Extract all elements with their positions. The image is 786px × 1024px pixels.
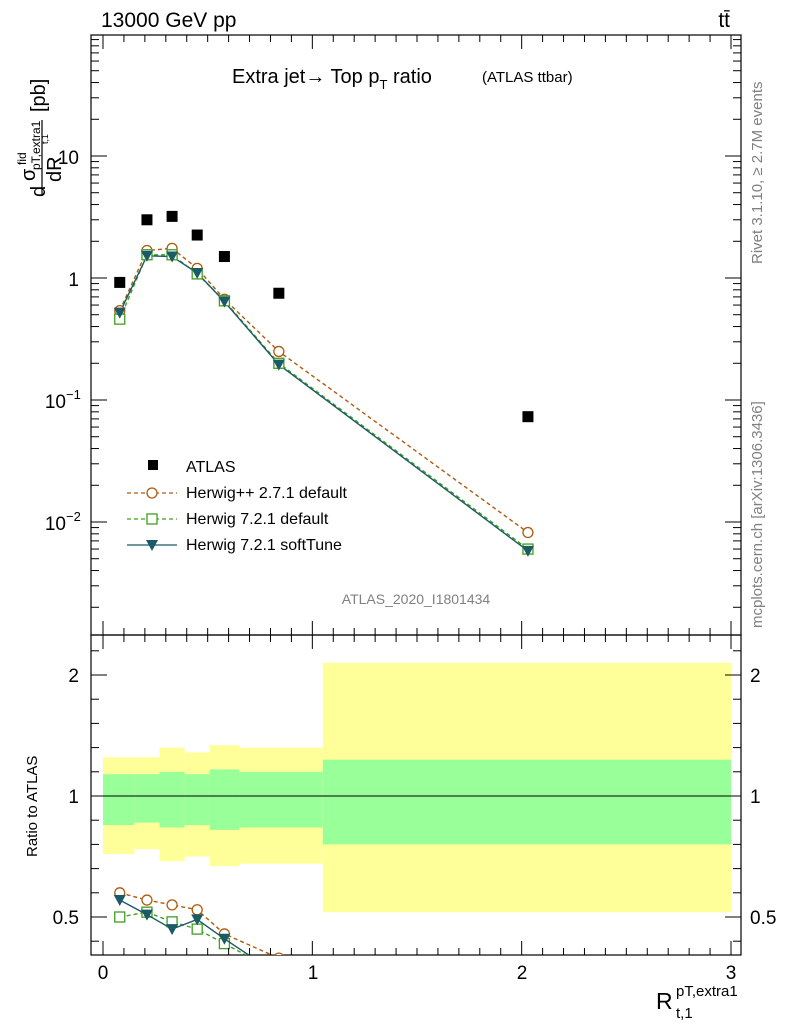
ytick-label-0p01-exp: −2 [66, 509, 81, 524]
ratio-point-2 [273, 970, 285, 981]
xlabel: R [656, 988, 673, 1014]
analysis-id: ATLAS_2020_I1801434 [342, 591, 491, 607]
band-inner-bin [134, 774, 160, 823]
title-top: Top p [325, 66, 379, 88]
legend-label-herwigpp: Herwig++ 2.7.1 default [186, 485, 348, 502]
band-inner-bin [103, 774, 135, 826]
legend-label-herwig721: Herwig 7.2.1 default [186, 511, 329, 528]
ylabel-sigma-sup: fid [15, 152, 29, 165]
main-ylabel: d σ fid pT,extra1 t,1 dR [pb] [15, 79, 66, 197]
ratio-point-2 [191, 914, 204, 926]
ratio-ylabel: Ratio to ATLAS [24, 756, 41, 857]
band-inner-bin [159, 771, 185, 828]
ratio-point-2 [113, 895, 126, 907]
data-point-0 [273, 287, 285, 299]
series-line-3 [119, 255, 529, 552]
xtick-label-0: 0 [98, 963, 109, 984]
ratio-point-0 [191, 904, 203, 916]
band-inner-bin [184, 774, 210, 826]
ratio-ytick-2-right: 2 [750, 666, 761, 687]
ratio-ytick-0p5-left: 0.5 [53, 908, 79, 929]
data-point-1 [273, 345, 285, 358]
ytick-label-0p1-exp: −1 [66, 387, 81, 402]
ytick-0p01-base: 10 [45, 514, 66, 535]
data-point-3 [272, 359, 285, 371]
band-inner-bin [209, 769, 240, 830]
plot-title: Extra jet→ Top pT ratio [232, 66, 432, 92]
ratio-ytick-1-right: 1 [750, 787, 761, 808]
title-arrow: → [305, 66, 325, 88]
ytick-label-10: 10 [58, 148, 79, 169]
ratio-ytick-0p5-right: 0.5 [750, 908, 776, 929]
process-label: tt̄ [718, 9, 730, 32]
data-point-3 [521, 545, 534, 557]
data-point-1 [522, 526, 534, 539]
ratio-point-2 [166, 924, 179, 936]
ratio-frame [90, 634, 742, 956]
ratio-point-0 [166, 899, 178, 911]
ylabel-sigma-sub: pT,extra1 [29, 120, 43, 170]
ratio-point-2 [218, 933, 231, 945]
ytick-label-1: 1 [68, 270, 79, 291]
data-point-3 [218, 296, 231, 308]
ytick-label-0p1: 10 [45, 392, 66, 413]
ratio-point-0 [274, 952, 284, 955]
data-point-0 [191, 229, 203, 241]
data-point-0 [218, 251, 230, 263]
energy-label: 13000 GeV pp [101, 9, 236, 32]
data-point-0 [522, 411, 534, 423]
legend-marker-herwig721 [146, 513, 158, 525]
ylabel-sigma-sub2: t,1 [40, 134, 50, 144]
ratio-ytick-1-left: 1 [68, 787, 79, 808]
legend-marker-atlas [148, 460, 158, 470]
data-point-0 [114, 276, 126, 288]
legend: ATLAS Herwig++ 2.7.1 default Herwig 7.2.… [127, 459, 348, 554]
legend-marker-herwigpp [146, 487, 158, 499]
ylabel-dR: dR [44, 156, 66, 182]
xlabel-sub: t,1 [676, 1005, 693, 1022]
ratio-point-1 [191, 923, 203, 935]
ratio-bands [103, 662, 731, 913]
ytick-0p1-base: 10 [45, 392, 66, 413]
ytick-label-0p01: 10 [45, 514, 66, 535]
ratio-point-1 [274, 968, 284, 978]
data-point-3 [113, 307, 126, 319]
data-point-0 [166, 210, 178, 222]
title-main: Extra jet [232, 66, 306, 88]
ylabel-d: d [28, 186, 50, 197]
ratio-point-0 [141, 894, 153, 906]
legend-label-softtune: Herwig 7.2.1 softTune [186, 537, 342, 554]
data-point-0 [141, 214, 153, 226]
data-point-3 [191, 267, 204, 279]
ratio-point-1 [114, 911, 126, 923]
band-inner-bin [322, 759, 731, 845]
data-point-3 [166, 251, 179, 263]
legend-label-atlas: ATLAS [186, 459, 236, 476]
title-note: (ATLAS ttbar) [482, 69, 573, 86]
xtick-label-3: 3 [726, 963, 737, 984]
axis-ticks [91, 35, 741, 955]
ylabel-unit: [pb] [28, 79, 50, 112]
ratio-ytick-2-left: 2 [68, 666, 79, 687]
ratio-point-2 [140, 909, 153, 921]
legend-marker-softtune [146, 540, 158, 551]
mcplots-label: mcplots.cern.ch [arXiv:1306.3436] [749, 401, 766, 628]
title-ratio: ratio [387, 66, 431, 88]
xtick-label-2: 2 [517, 963, 528, 984]
rivet-version-label: Rivet 3.1.10, ≥ 2.7M events [749, 82, 766, 265]
ratio-series [113, 887, 285, 981]
ylabel-sigma: σ [18, 168, 40, 181]
title-sub: T [379, 77, 387, 92]
main-series [113, 210, 534, 557]
xtick-label-1: 1 [308, 963, 319, 984]
data-point-3 [140, 250, 153, 262]
xlabel-sup: pT,extra1 [676, 983, 738, 1000]
band-inner-bin [239, 771, 323, 828]
